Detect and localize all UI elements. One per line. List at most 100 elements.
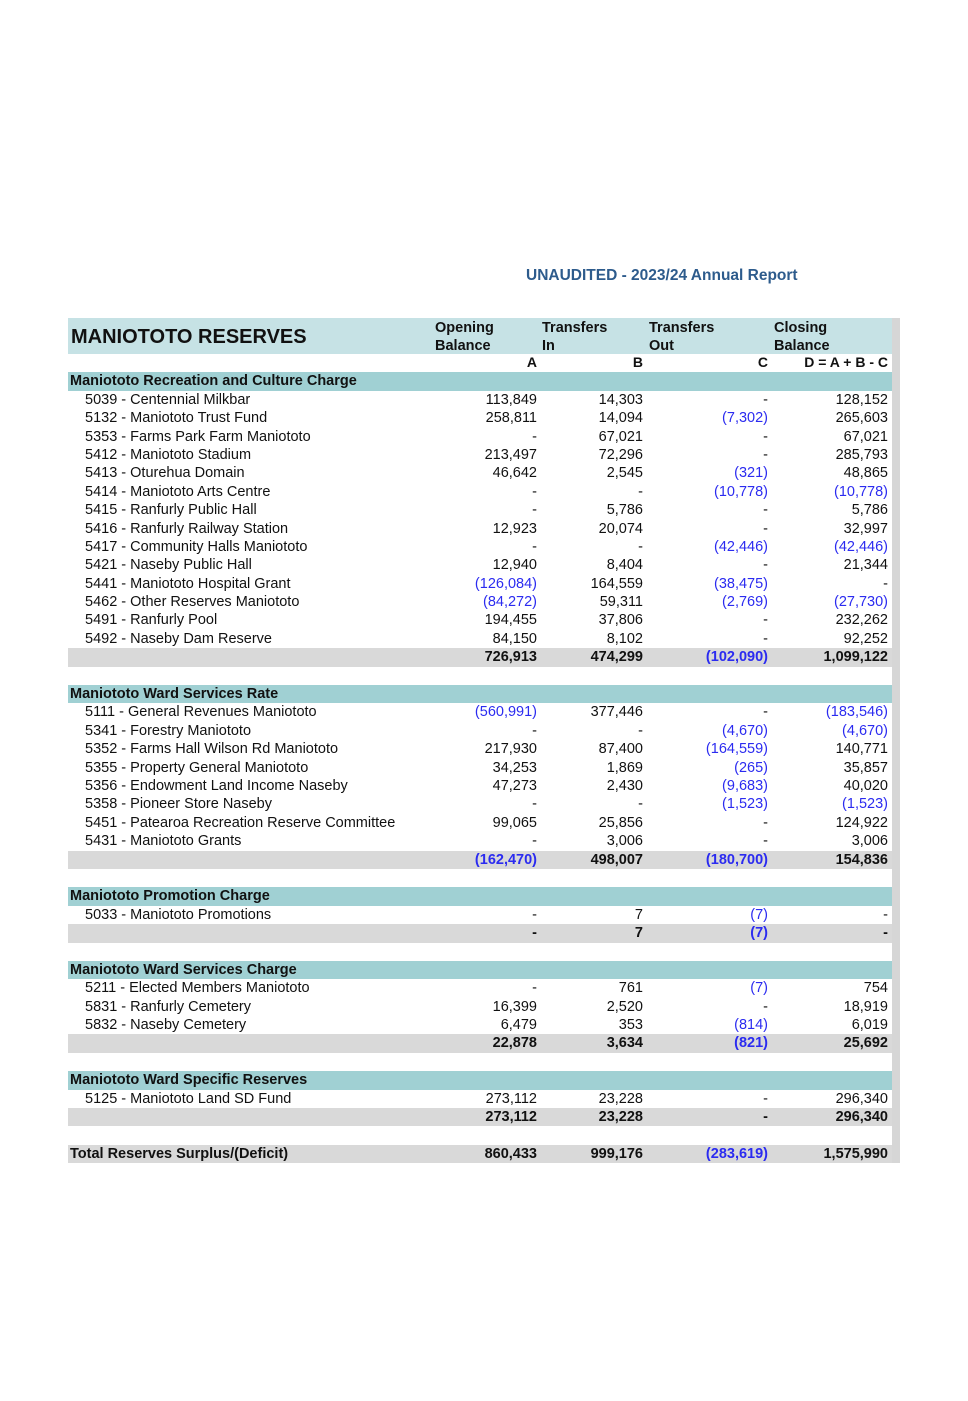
value-d: 25,692 — [843, 1035, 888, 1052]
value-c: (7) — [750, 925, 768, 942]
value-c: (7,302) — [722, 410, 768, 427]
value-c: (164,559) — [705, 741, 768, 758]
value-a: 12,923 — [492, 520, 537, 537]
value-a: - — [532, 906, 537, 923]
value-c: (9,683) — [722, 777, 768, 794]
value-d: 48,865 — [843, 465, 888, 482]
value-b: 999,176 — [590, 1145, 643, 1162]
value-b: 3,634 — [606, 1035, 643, 1052]
value-d: (4,670) — [842, 722, 888, 739]
value-c: (321) — [734, 465, 768, 482]
value-a: 273,112 — [485, 1109, 537, 1126]
value-b: - — [638, 538, 643, 555]
table-row: 5451 - Patearoa Recreation Reserve Commi… — [68, 814, 892, 832]
value-a: 22,878 — [492, 1035, 537, 1052]
row-label: 5417 - Community Halls Maniototo — [85, 538, 308, 555]
value-b: 8,404 — [606, 557, 643, 574]
table-row: 5355 - Property General Maniototo 34,253 1… — [68, 759, 892, 777]
value-a: - — [532, 483, 537, 500]
value-a: 217,930 — [484, 741, 537, 758]
letter-b: B — [632, 354, 643, 370]
value-c: - — [763, 704, 768, 721]
col-line: Transfers — [542, 320, 608, 336]
row-label: 5421 - Naseby Public Hall — [85, 557, 252, 574]
row-label: 5832 - Naseby Cemetery — [85, 1017, 247, 1034]
value-d: 285,793 — [835, 446, 888, 463]
section-title: Maniototo Ward Specific Reserves — [70, 1072, 308, 1089]
value-d: 3,006 — [851, 833, 888, 850]
value-a: 6,479 — [500, 1017, 537, 1034]
table-row: 5492 - Naseby Dam Reserve 84,150 8,102 - 92,… — [68, 630, 892, 648]
value-b: 2,430 — [606, 777, 643, 794]
table-row: 5353 - Farms Park Farm Maniototo - 67,021 -… — [68, 428, 892, 446]
section-total-row: - 7 (7) - — [68, 924, 892, 943]
spacer-row — [68, 943, 892, 961]
value-c: - — [763, 428, 768, 445]
row-label: 5132 - Maniototo Trust Fund — [85, 410, 268, 427]
table-row: 5412 - Maniototo Stadium 213,497 72,296 - 28… — [68, 446, 892, 464]
section-total-row: (162,470) 498,007 (180,700) 154,836 — [68, 850, 892, 869]
value-a: 273,112 — [485, 1090, 537, 1107]
section-header: Maniototo Recreation and Culture Charge — [68, 372, 892, 391]
value-d: 32,997 — [843, 520, 888, 537]
value-a: - — [532, 428, 537, 445]
value-a: - — [532, 502, 537, 519]
value-b: 23,228 — [598, 1109, 643, 1126]
value-b: 67,021 — [598, 428, 643, 445]
row-label: 5356 - Endowment Land Income Naseby — [85, 777, 348, 794]
value-c: (283,619) — [705, 1145, 768, 1162]
value-d: (27,730) — [833, 594, 888, 611]
value-b: - — [638, 483, 643, 500]
value-b: 5,786 — [606, 502, 643, 519]
section-title: Maniototo Ward Services Rate — [70, 686, 279, 703]
value-c: - — [763, 612, 768, 629]
table-row: 5111 - General Revenues Maniototo (560,99… — [68, 703, 892, 721]
row-label: 5491 - Ranfurly Pool — [85, 612, 218, 629]
value-c: (814) — [734, 1017, 768, 1034]
value-c: - — [763, 520, 768, 537]
value-d: - — [883, 925, 888, 942]
value-a: 99,065 — [492, 814, 537, 831]
table-row: 5211 - Elected Members Maniototo - 761 (7) 7… — [68, 979, 892, 997]
value-d: 92,252 — [843, 630, 888, 647]
col-line: Opening — [435, 320, 494, 336]
letter-a: A — [526, 354, 537, 370]
value-d: 128,152 — [835, 391, 888, 408]
value-d: 21,344 — [843, 557, 888, 574]
value-c: - — [763, 814, 768, 831]
value-a: 34,253 — [492, 759, 537, 776]
value-d: (10,778) — [833, 483, 888, 500]
value-a: 258,811 — [485, 410, 537, 427]
table-row: 5462 - Other Reserves Maniototo (84,272) 5… — [68, 593, 892, 611]
value-a: 47,273 — [492, 777, 537, 794]
value-b: 25,856 — [598, 814, 643, 831]
row-label: 5451 - Patearoa Recreation Reserve Commi… — [85, 814, 396, 831]
table-row: 5831 - Ranfurly Cemetery 16,399 2,520 - 18,9… — [68, 998, 892, 1016]
col-line: In — [542, 338, 555, 354]
row-label: 5125 - Maniototo Land SD Fund — [85, 1090, 292, 1107]
value-a: (84,272) — [482, 594, 537, 611]
value-c: - — [763, 391, 768, 408]
value-b: 2,545 — [606, 465, 643, 482]
table-row: 5431 - Maniototo Grants - 3,006 - 3,006 — [68, 832, 892, 850]
table-row: 5356 - Endowment Land Income Naseby 47,27… — [68, 777, 892, 795]
value-a: - — [532, 796, 537, 813]
row-label: 5462 - Other Reserves Maniototo — [85, 594, 300, 611]
report-title: UNAUDITED - 2023/24 Annual Report — [526, 267, 798, 284]
section-header: Maniototo Promotion Charge — [68, 887, 892, 906]
value-b: 474,299 — [590, 649, 643, 666]
col-line: Balance — [435, 338, 491, 354]
value-b: 14,303 — [598, 391, 643, 408]
row-label: 5492 - Naseby Dam Reserve — [85, 630, 272, 647]
table-row: 5413 - Oturehua Domain 46,642 2,545 (321) 48… — [68, 464, 892, 482]
value-b: - — [638, 722, 643, 739]
value-d: 754 — [863, 980, 888, 997]
section-total-row: 22,878 3,634 (821) 25,692 — [68, 1034, 892, 1053]
value-c: (265) — [734, 759, 768, 776]
column-header-closing: Closing Balance — [774, 319, 830, 355]
value-b: 8,102 — [606, 630, 643, 647]
value-b: 20,074 — [598, 520, 643, 537]
col-line: Out — [649, 338, 674, 354]
value-b: 164,559 — [590, 575, 643, 592]
value-d: 296,340 — [835, 1109, 888, 1126]
